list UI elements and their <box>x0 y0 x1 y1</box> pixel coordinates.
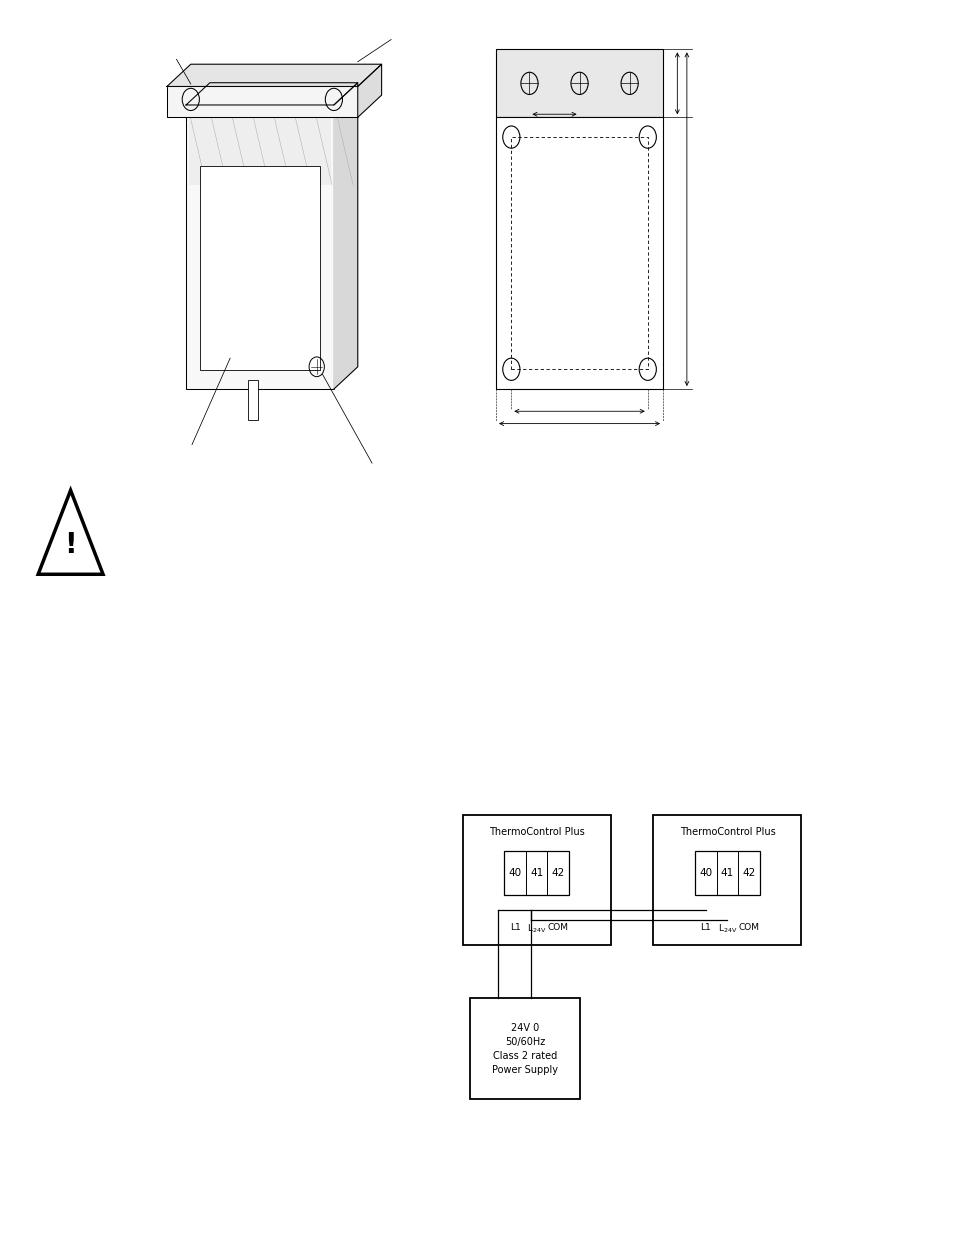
Text: ThermoControl Plus: ThermoControl Plus <box>679 827 775 837</box>
FancyBboxPatch shape <box>503 851 568 895</box>
Text: !: ! <box>64 531 77 559</box>
Text: 42: 42 <box>741 868 755 878</box>
Text: 40: 40 <box>508 868 521 878</box>
Text: L1: L1 <box>509 923 519 931</box>
Text: 40: 40 <box>699 868 712 878</box>
Text: 41: 41 <box>530 868 542 878</box>
Text: COM: COM <box>738 923 759 931</box>
Text: 41: 41 <box>720 868 733 878</box>
Polygon shape <box>186 83 357 105</box>
FancyBboxPatch shape <box>694 851 759 895</box>
FancyBboxPatch shape <box>470 998 579 1099</box>
FancyBboxPatch shape <box>200 165 319 370</box>
Text: L$_{\mathregular{24V}}$: L$_{\mathregular{24V}}$ <box>717 923 737 935</box>
FancyBboxPatch shape <box>189 111 331 184</box>
Text: 24V 0
50/60Hz
Class 2 rated
Power Supply: 24V 0 50/60Hz Class 2 rated Power Supply <box>492 1023 558 1074</box>
FancyBboxPatch shape <box>462 815 610 945</box>
Text: L$_{\mathregular{24V}}$: L$_{\mathregular{24V}}$ <box>526 923 546 935</box>
Text: 42: 42 <box>551 868 564 878</box>
Polygon shape <box>334 83 357 389</box>
Text: ThermoControl Plus: ThermoControl Plus <box>488 827 584 837</box>
FancyBboxPatch shape <box>496 49 662 117</box>
FancyBboxPatch shape <box>248 380 258 420</box>
Polygon shape <box>167 64 381 86</box>
Text: COM: COM <box>547 923 568 931</box>
Text: L1: L1 <box>700 923 710 931</box>
Polygon shape <box>357 64 381 117</box>
FancyBboxPatch shape <box>653 815 801 945</box>
FancyBboxPatch shape <box>167 86 357 117</box>
FancyBboxPatch shape <box>186 105 334 389</box>
FancyBboxPatch shape <box>496 117 662 389</box>
